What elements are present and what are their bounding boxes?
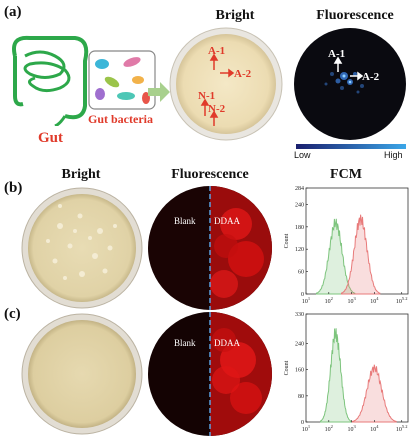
fcm-b-xtick-label-2: 103 xyxy=(347,296,356,305)
fcm-c-ytick-label-0: 0 xyxy=(301,420,304,426)
bright-label-a1: A-1 xyxy=(208,45,225,57)
fcm-chart-b: 0 60 120 180 240 284 Count 101 102 103 104 105.2 xyxy=(284,186,409,305)
fluor-dish-b: Blank DDAA xyxy=(148,186,272,310)
fcm-b-ytick-label-4: 240 xyxy=(295,202,304,208)
panel-b-label: (b) xyxy=(4,180,23,196)
fluor-b-blank-label: Blank xyxy=(174,216,196,226)
fluor-dish-a: A-1 A-2 xyxy=(294,28,406,140)
fcm-b-ytick-label-5: 284 xyxy=(295,186,304,192)
panel-a-fluor-heading: Fluorescence xyxy=(316,8,394,23)
fcm-c-xtick-label-3: 104 xyxy=(370,424,379,433)
bright-dish-b xyxy=(21,187,143,309)
fluor-arrows-icon xyxy=(333,56,364,81)
bright-label-a2: A-2 xyxy=(234,68,252,80)
fcm-b-ytick-label-2: 120 xyxy=(295,247,304,253)
fcm-b-series-1 xyxy=(341,214,381,295)
fcm-b-xtick-label-3: 104 xyxy=(370,296,379,305)
fcm-c-ytick-label-1: 80 xyxy=(298,394,304,400)
fcm-c-series-0 xyxy=(320,328,352,423)
panel-a-label: (a) xyxy=(4,4,22,20)
fcm-b-ytick-label-3: 180 xyxy=(295,225,304,231)
fcm-b-ytick-label-0: 0 xyxy=(301,292,304,298)
panel-b-fluor-heading: Fluorescence xyxy=(171,167,249,182)
gut-label: Gut xyxy=(38,130,64,146)
bright-label-n2: N-2 xyxy=(208,103,226,115)
fcm-b-xtick-label-0: 101 xyxy=(302,296,310,305)
gut-illustration xyxy=(12,35,89,126)
fcm-b-xtick-label-1: 102 xyxy=(325,296,333,305)
fluor-dish-c: Blank DDAA xyxy=(148,312,272,436)
fcm-c-xtick-label-2: 103 xyxy=(347,424,356,433)
flow-arrow-icon xyxy=(148,82,170,102)
fluor-b-ddaa-label: DDAA xyxy=(214,216,240,226)
fluor-label-a2: A-2 xyxy=(362,71,380,83)
fcm-c-plot-frame xyxy=(305,313,409,423)
fcm-c-ytick-label-3: 240 xyxy=(295,341,304,347)
colorbar xyxy=(296,144,406,149)
fcm-c-xtick-label-0: 101 xyxy=(302,424,310,433)
fcm-c-ytick-label-4: 330 xyxy=(295,312,304,318)
fcm-c-series-1 xyxy=(352,364,397,423)
fluor-c-ddaa-label: DDAA xyxy=(214,338,240,348)
bright-arrows-icon xyxy=(200,53,235,126)
bright-dish-a: A-1 A-2 N-1 N-2 xyxy=(169,27,283,141)
fcm-b-ylabel: Count xyxy=(284,233,290,248)
panel-a-bright-heading: Bright xyxy=(215,8,255,23)
fcm-chart-c: 0 80 160 240 330 Count 101 102 103 104 105.2 xyxy=(284,312,409,433)
colorbar-high-label: High xyxy=(384,150,403,160)
fcm-c-xtick-label-1: 102 xyxy=(325,424,333,433)
colorbar-low-label: Low xyxy=(294,150,311,160)
panel-b-bright-heading: Bright xyxy=(61,167,101,182)
panel-b-fcm-heading: FCM xyxy=(330,167,362,182)
gut-bacteria-box xyxy=(88,50,156,110)
gut-bacteria-label: Gut bacteria xyxy=(88,112,153,126)
panel-c-label: (c) xyxy=(4,306,21,322)
fcm-c-ytick-label-2: 160 xyxy=(295,368,304,374)
fcm-c-xtick-label-4: 105.2 xyxy=(396,424,408,433)
fcm-c-ylabel: Count xyxy=(284,360,290,375)
bright-dish-c xyxy=(21,313,143,435)
fluor-label-a1: A-1 xyxy=(328,48,345,60)
fluor-c-blank-label: Blank xyxy=(174,338,196,348)
fcm-b-ytick-label-1: 60 xyxy=(298,270,304,276)
fcm-b-series-0 xyxy=(316,218,356,295)
fcm-b-xtick-label-4: 105.2 xyxy=(396,296,408,305)
bright-label-n1: N-1 xyxy=(198,90,215,102)
